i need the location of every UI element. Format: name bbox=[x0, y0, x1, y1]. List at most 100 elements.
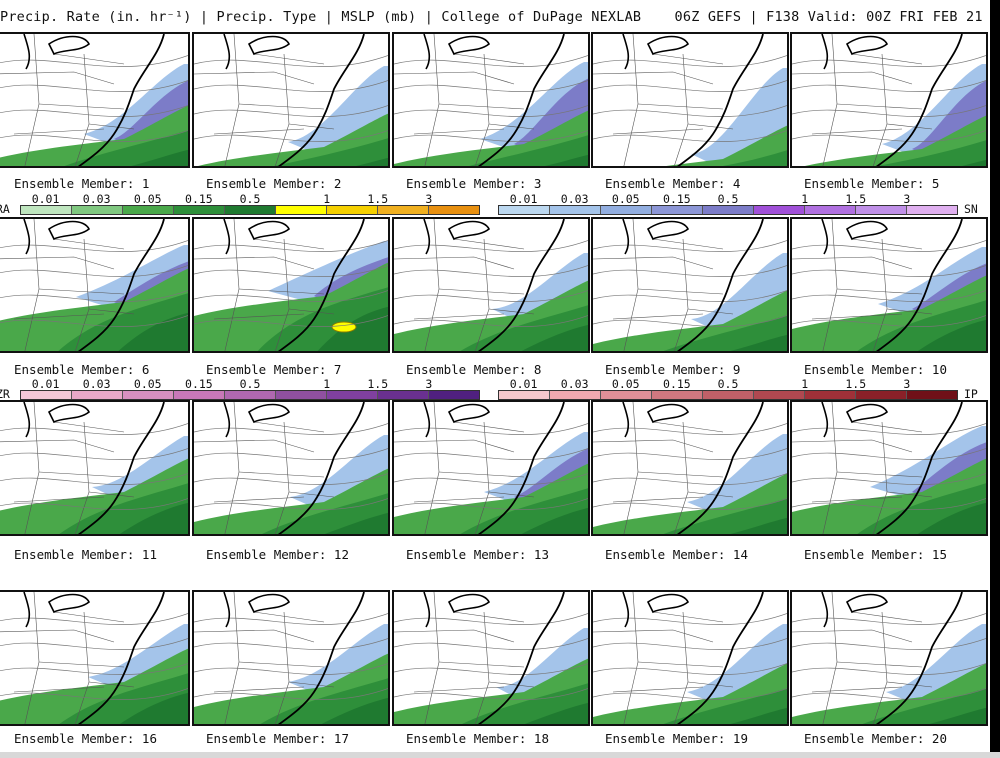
legend-tick-label: 0.03 bbox=[82, 192, 111, 206]
precip-map bbox=[194, 592, 388, 724]
ensemble-member-map bbox=[591, 32, 789, 168]
window-bottom-edge bbox=[0, 752, 1000, 758]
legend-tick-label: 0.01 bbox=[509, 377, 538, 391]
ensemble-member-label: Ensemble Member: 5 bbox=[804, 176, 940, 191]
legend-tick-label: 0.01 bbox=[31, 377, 60, 391]
ensemble-member-map bbox=[392, 217, 590, 353]
legend-ice-pellets-bar bbox=[498, 390, 958, 400]
precip-map bbox=[0, 219, 188, 351]
precip-map bbox=[593, 219, 787, 351]
legend-swatch bbox=[225, 391, 276, 399]
legend-freezing-rain-code: ZR bbox=[0, 387, 10, 401]
legend-swatch bbox=[601, 206, 652, 214]
legend-tick-label: 0.05 bbox=[611, 192, 640, 206]
legend-tick-label: 0.01 bbox=[509, 192, 538, 206]
legend-tick-label: 0.5 bbox=[717, 192, 739, 206]
legend-swatch bbox=[174, 391, 225, 399]
legend-swatch bbox=[276, 206, 327, 214]
ensemble-member-label: Ensemble Member: 20 bbox=[804, 731, 947, 746]
legend-tick-label: 1.5 bbox=[367, 377, 389, 391]
legend-swatch bbox=[805, 391, 856, 399]
ensemble-member-label: Ensemble Member: 3 bbox=[406, 176, 542, 191]
ensemble-member-map bbox=[790, 217, 988, 353]
legend-freezing-rain-ticks: 0.01 0.03 0.05 0.15 0.5 1 1.5 3 bbox=[20, 377, 480, 391]
legend-snow: 0.01 0.03 0.05 0.15 0.5 1 1.5 3 SN bbox=[498, 192, 998, 222]
legend-swatch bbox=[174, 206, 225, 214]
legend-swatch bbox=[907, 391, 957, 399]
legend-ice-pellets-code: IP bbox=[964, 387, 978, 401]
precip-map bbox=[394, 219, 588, 351]
legend-swatch bbox=[327, 206, 378, 214]
legend-tick-label: 1.5 bbox=[367, 192, 389, 206]
ensemble-member-map bbox=[192, 590, 390, 726]
legend-swatch bbox=[856, 391, 907, 399]
legend-swatch bbox=[856, 206, 907, 214]
legend-swatch bbox=[652, 206, 703, 214]
legend-swatch bbox=[601, 391, 652, 399]
precip-map bbox=[0, 34, 188, 166]
legend-freezing-rain: ZR 0.01 0.03 0.05 0.15 0.5 1 1.5 3 bbox=[0, 377, 480, 407]
ensemble-member-map bbox=[591, 400, 789, 536]
legend-swatch bbox=[378, 391, 429, 399]
legend-swatch bbox=[550, 391, 601, 399]
ensemble-member-map bbox=[591, 217, 789, 353]
precip-map bbox=[0, 592, 188, 724]
ensemble-member-map bbox=[0, 217, 190, 353]
window-edge bbox=[990, 0, 1000, 758]
legend-tick-label: 0.15 bbox=[185, 377, 213, 391]
legend-swatch bbox=[21, 206, 72, 214]
legend-tick-label: 0.03 bbox=[82, 377, 111, 391]
ensemble-member-label: Ensemble Member: 17 bbox=[206, 731, 349, 746]
ensemble-member-label: Ensemble Member: 11 bbox=[14, 547, 157, 562]
ensemble-member-label: Ensemble Member: 15 bbox=[804, 547, 947, 562]
legend-swatch bbox=[499, 391, 550, 399]
legend-tick-label: 0.03 bbox=[560, 192, 589, 206]
precip-map bbox=[792, 219, 986, 351]
ensemble-member-label: Ensemble Member: 8 bbox=[406, 362, 542, 377]
ensemble-member-label: Ensemble Member: 16 bbox=[14, 731, 157, 746]
precip-map bbox=[194, 402, 388, 534]
legend-swatch bbox=[754, 391, 805, 399]
precip-map bbox=[394, 34, 588, 166]
legend-tick-label: 0.05 bbox=[611, 377, 640, 391]
ensemble-member-map bbox=[790, 400, 988, 536]
legend-tick-label: 0.15 bbox=[663, 192, 691, 206]
precip-map bbox=[593, 402, 787, 534]
legend-freezing-rain-bar bbox=[20, 390, 480, 400]
legend-snow-ticks: 0.01 0.03 0.05 0.15 0.5 1 1.5 3 bbox=[498, 192, 958, 206]
ensemble-member-label: Ensemble Member: 6 bbox=[14, 362, 150, 377]
legend-swatch bbox=[21, 391, 72, 399]
legend-swatch bbox=[703, 391, 754, 399]
legend-swatch bbox=[276, 391, 327, 399]
precip-map bbox=[394, 592, 588, 724]
legend-tick-label: 0.05 bbox=[133, 377, 162, 391]
legend-tick-label: 1 bbox=[323, 192, 331, 206]
legend-tick-label: 3 bbox=[903, 192, 911, 206]
ensemble-member-label: Ensemble Member: 10 bbox=[804, 362, 947, 377]
legend-tick-label: 0.5 bbox=[717, 377, 739, 391]
ensemble-member-label: Ensemble Member: 9 bbox=[605, 362, 741, 377]
ensemble-member-map bbox=[392, 590, 590, 726]
ensemble-member-map bbox=[790, 590, 988, 726]
precip-map bbox=[792, 592, 986, 724]
legend-swatch bbox=[327, 391, 378, 399]
legend-swatch bbox=[123, 206, 174, 214]
legend-swatch bbox=[907, 206, 957, 214]
precip-map bbox=[394, 402, 588, 534]
ensemble-member-label: Ensemble Member: 13 bbox=[406, 547, 549, 562]
ensemble-member-map bbox=[392, 400, 590, 536]
legend-snow-code: SN bbox=[964, 202, 978, 216]
precip-map bbox=[194, 219, 388, 351]
legend-tick-label: 0.5 bbox=[239, 377, 261, 391]
precip-map bbox=[0, 402, 188, 534]
legend-rain: RA 0.01 0.03 0.05 0.15 0.5 1 1.5 3 bbox=[0, 192, 480, 222]
precip-map bbox=[194, 34, 388, 166]
ensemble-member-label: Ensemble Member: 4 bbox=[605, 176, 741, 191]
map-title: Precip. Rate (in. hr⁻¹) | Precip. Type |… bbox=[0, 9, 1000, 25]
legend-tick-label: 0.05 bbox=[133, 192, 162, 206]
legend-swatch bbox=[754, 206, 805, 214]
ensemble-member-map bbox=[192, 400, 390, 536]
precip-map bbox=[593, 34, 787, 166]
ensemble-member-map bbox=[0, 400, 190, 536]
legend-ice-pellets-ticks: 0.01 0.03 0.05 0.15 0.5 1 1.5 3 bbox=[498, 377, 958, 391]
